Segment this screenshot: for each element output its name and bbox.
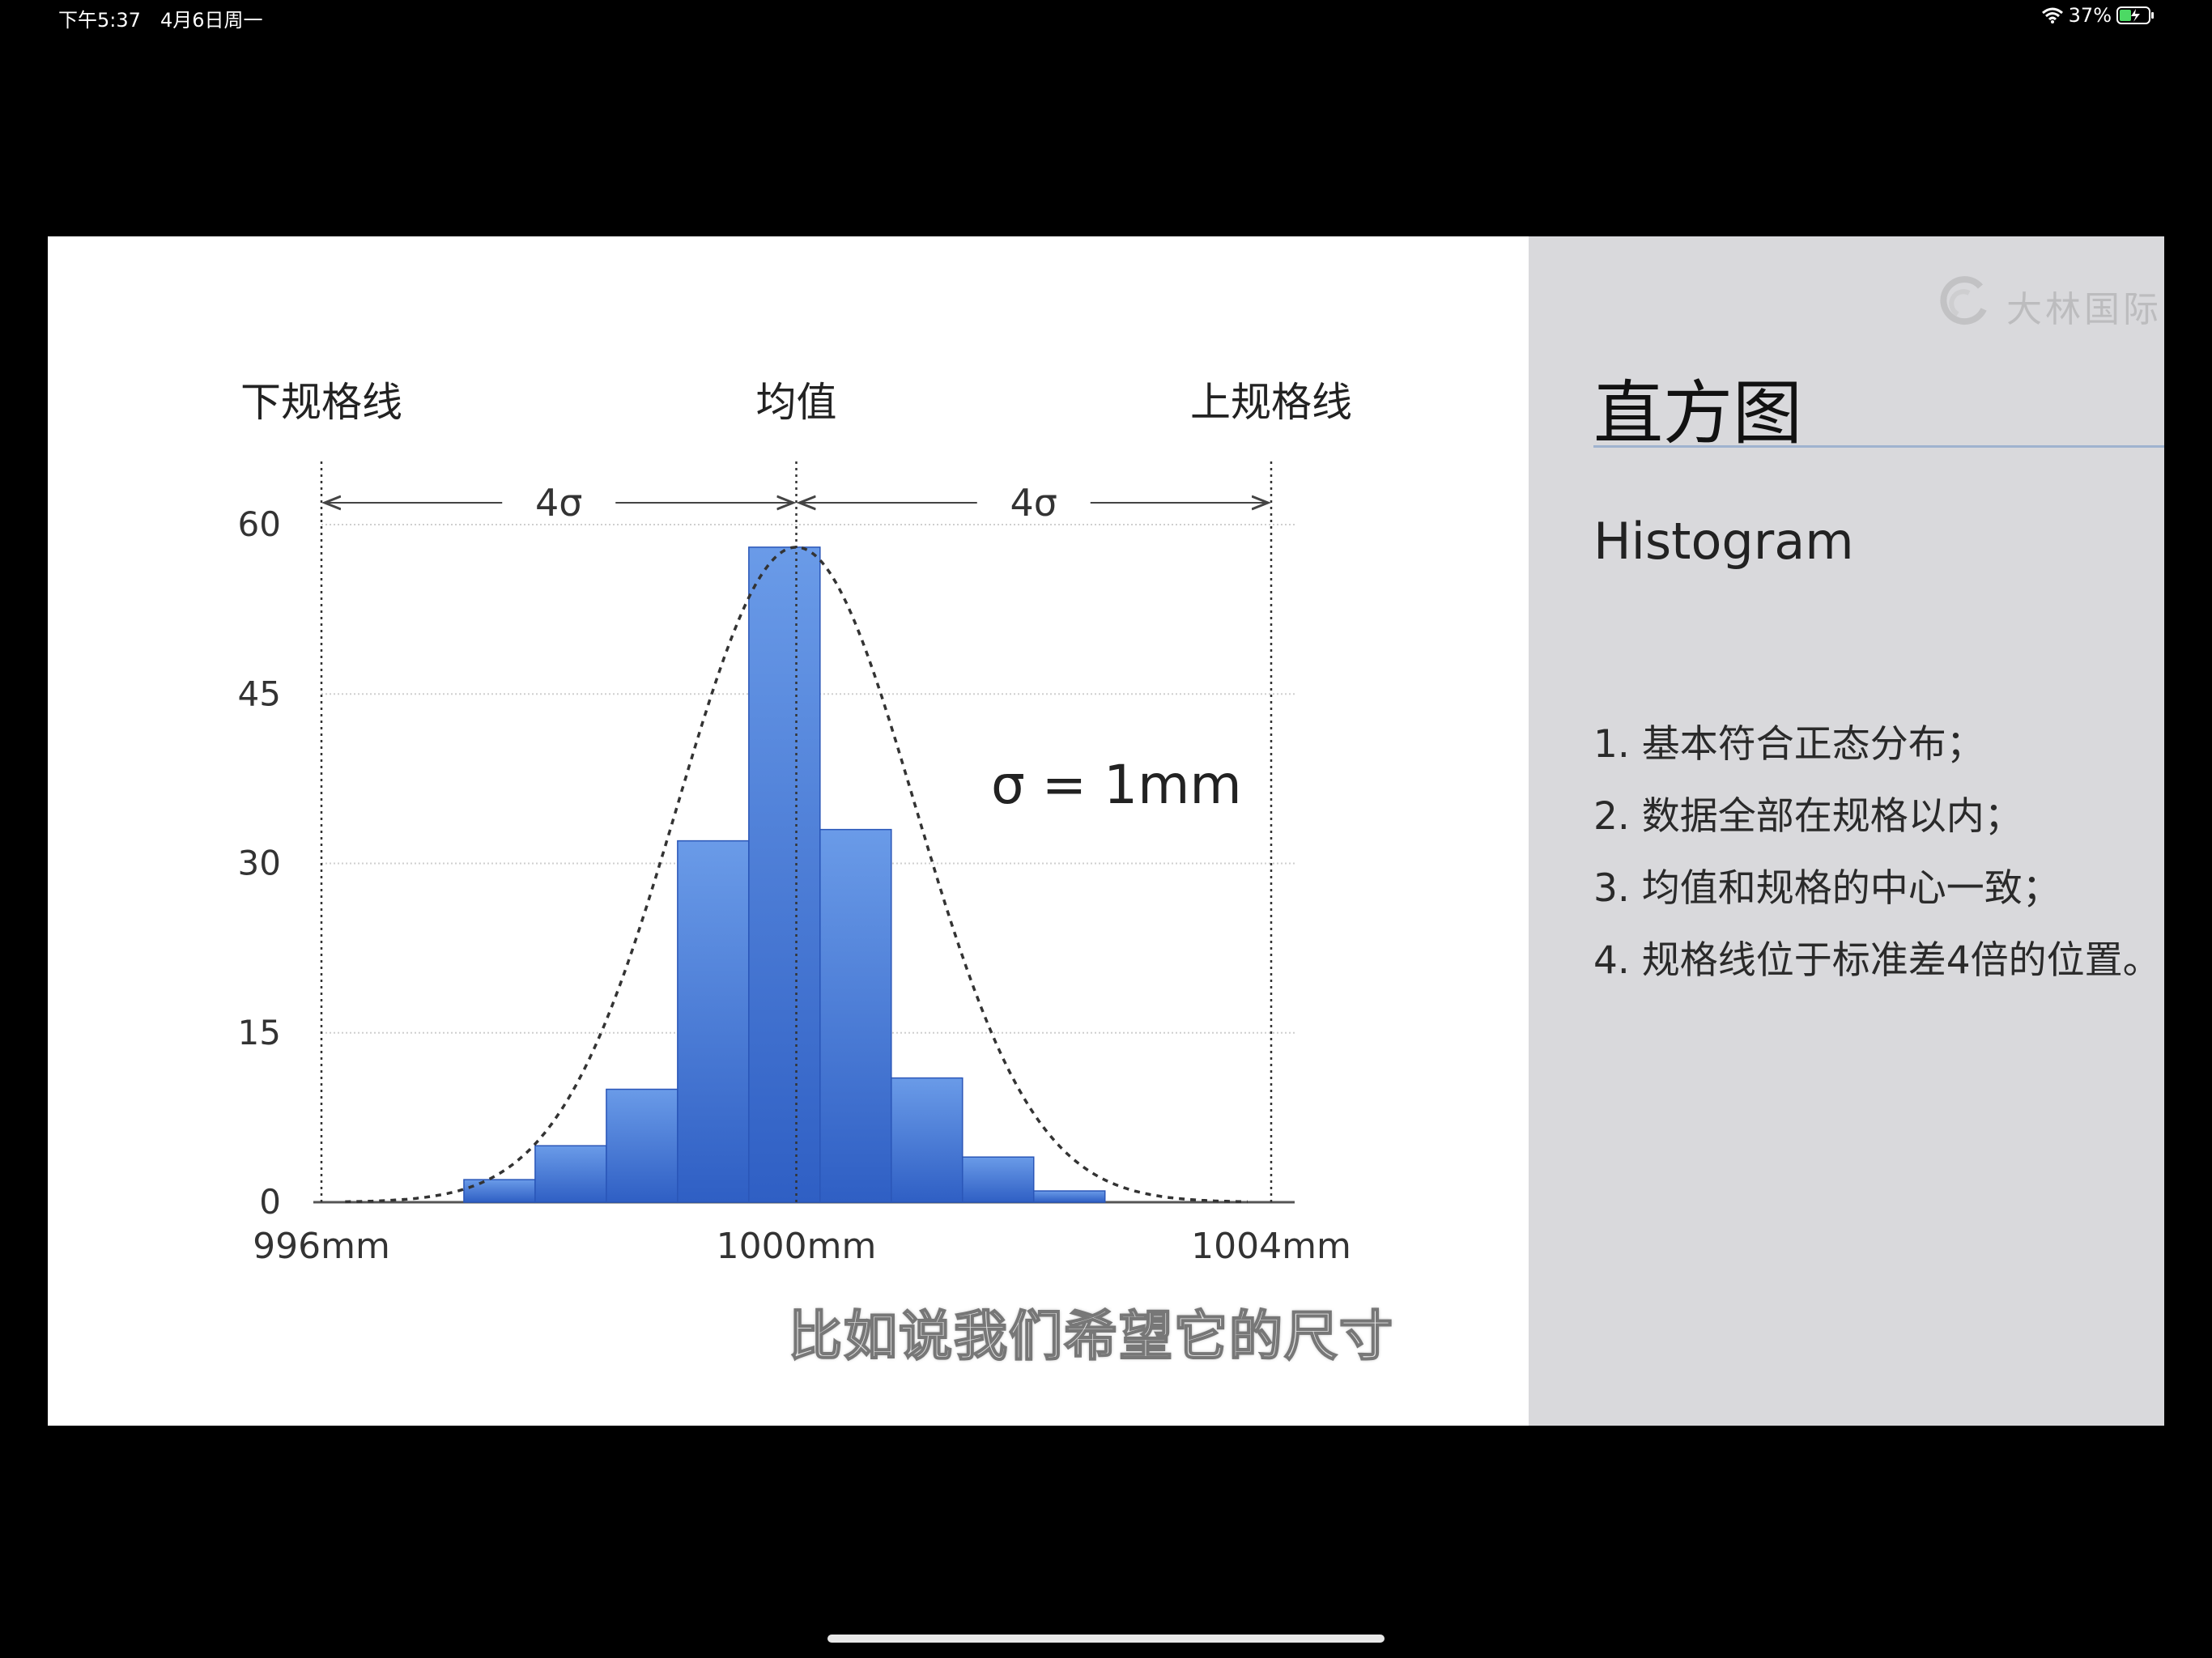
watermark-logo: 大林国际 [1933,269,2164,334]
list-item: 4. 规格线位于标准差4倍的位置。 [1593,938,2161,983]
logo-swirl-icon [1940,276,1987,325]
status-bar: 下午5:37 4月6日周一 37% [0,0,2212,32]
key-points-list: 1. 基本符合正态分布； 2. 数据全部在规格以内； 3. 均值和规格的中心一致… [1593,708,2161,997]
histogram-bar [748,546,821,1203]
slide: 0 15 30 45 60 下规格线 均值 上规格线 4σ 4σ σ = 1mm 996mm 1000m… [48,236,2164,1426]
histogram-bar [891,1077,963,1203]
logo-text: 大林国际 [2006,289,2162,330]
home-indicator[interactable] [827,1635,1385,1643]
histogram-bar [534,1145,607,1203]
sigma-annotation: σ = 1mm [991,754,1242,816]
y-tick-label: 30 [238,844,281,883]
x-tick-label: 996mm [253,1226,390,1267]
histogram-bar [463,1179,536,1203]
lsl-label: 下规格线 [240,379,402,426]
y-tick-label: 60 [238,504,281,544]
sigma-span-label: 4σ [535,481,582,525]
histogram-bar [606,1088,678,1203]
status-date: 4月6日周一 [160,9,263,32]
page-title: 直方图 [1593,373,1802,454]
video-subtitle: 比如说我们希望它的尺寸 [788,1304,1394,1368]
y-tick-label: 0 [259,1182,281,1222]
usl-label: 上规格线 [1190,379,1352,426]
side-panel: 大林国际 直方图 Histogram 1. 基本符合正态分布； 2. 数据全部在… [1529,236,2164,1426]
status-right: 37% [2041,4,2155,27]
histogram-bar [819,828,892,1203]
histogram-bar [1033,1190,1106,1203]
status-time: 下午5:37 [58,9,141,32]
x-tick-label: 1004mm [1191,1226,1351,1267]
mean-label: 均值 [756,379,837,426]
histogram-chart: 0 15 30 45 60 下规格线 均值 上规格线 4σ 4σ σ = 1mm 996mm 1000m… [238,379,1352,1267]
x-tick-label: 1000mm [717,1226,877,1267]
battery-percent: 37% [2068,4,2112,27]
histogram-bar [962,1156,1035,1203]
chart-area: 0 15 30 45 60 下规格线 均值 上规格线 4σ 4σ σ = 1mm 996mm 1000m… [48,236,1529,1426]
battery-icon [2116,6,2155,25]
normal-curve [345,546,1248,1204]
y-tick-label: 15 [238,1013,281,1052]
list-item: 3. 均值和规格的中心一致； [1593,866,2061,911]
page-subtitle: Histogram [1593,512,1854,571]
sigma-span-label: 4σ [1010,481,1057,525]
y-tick-label: 45 [238,674,281,713]
list-item: 1. 基本符合正态分布； [1593,722,1984,767]
wifi-icon [2041,6,2064,24]
histogram-bar [677,840,750,1203]
list-item: 2. 数据全部在规格以内； [1593,794,2023,839]
title-divider [1593,445,2164,448]
